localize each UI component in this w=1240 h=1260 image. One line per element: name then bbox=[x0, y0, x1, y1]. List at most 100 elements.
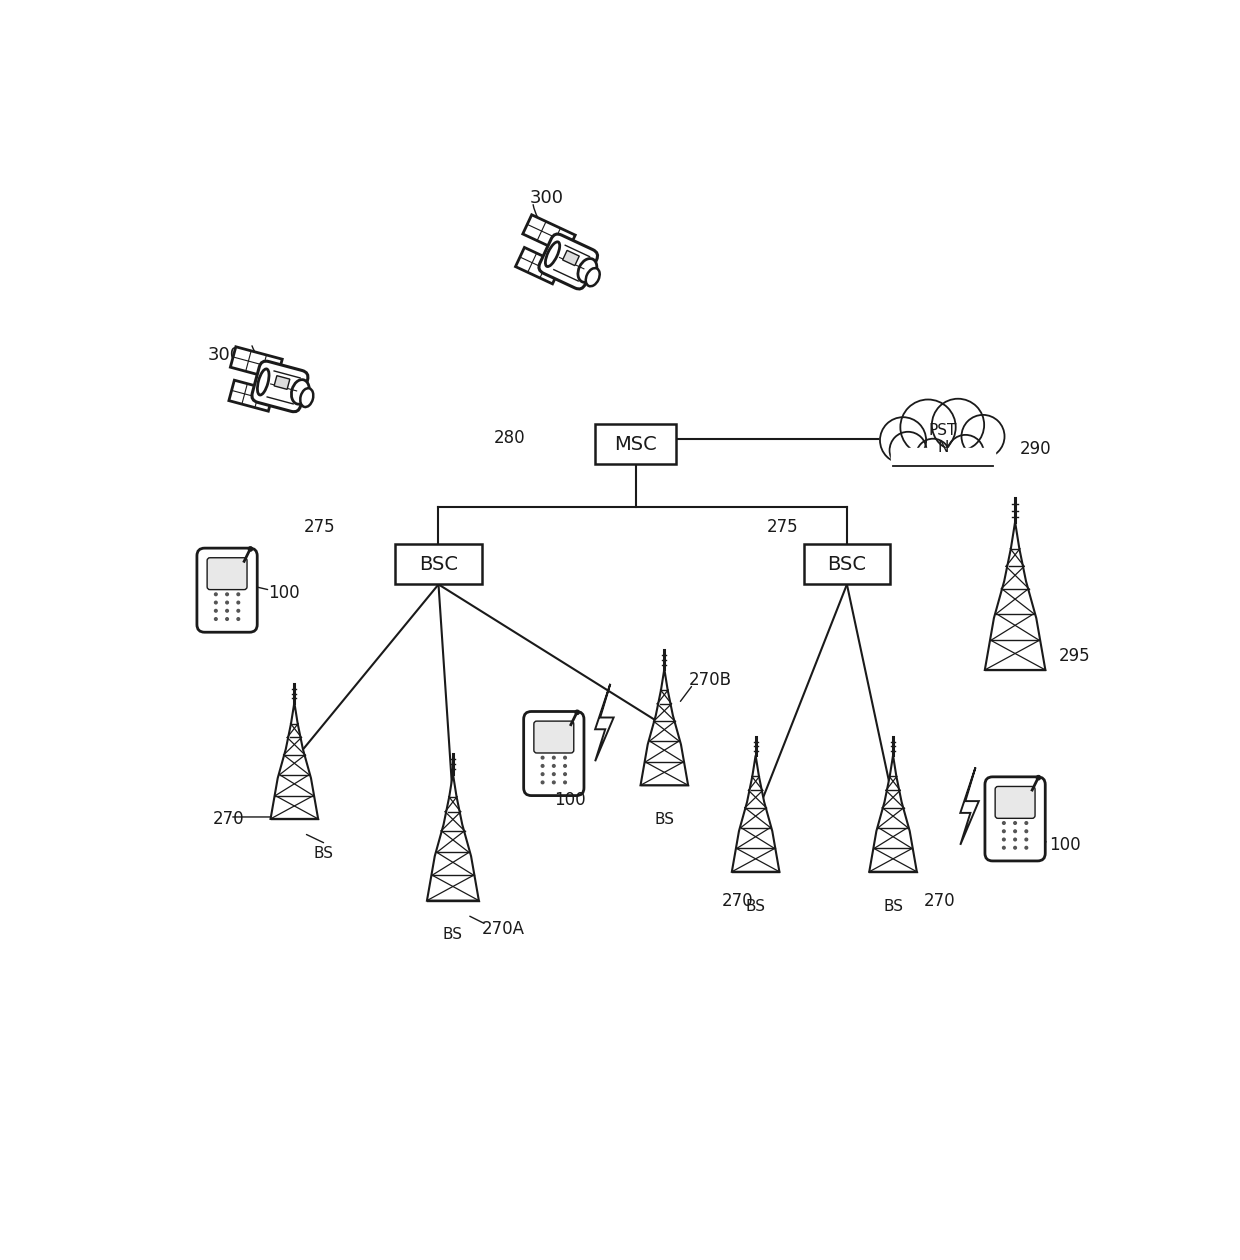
Text: 270: 270 bbox=[722, 892, 754, 910]
Polygon shape bbox=[641, 669, 688, 785]
Text: PST
N: PST N bbox=[929, 423, 957, 456]
FancyBboxPatch shape bbox=[534, 721, 574, 753]
Text: 300: 300 bbox=[529, 189, 564, 207]
Circle shape bbox=[542, 781, 544, 784]
Circle shape bbox=[542, 772, 544, 775]
Polygon shape bbox=[869, 756, 916, 872]
FancyBboxPatch shape bbox=[252, 362, 308, 412]
FancyBboxPatch shape bbox=[595, 423, 676, 464]
Circle shape bbox=[553, 756, 556, 759]
FancyBboxPatch shape bbox=[563, 251, 579, 266]
Circle shape bbox=[248, 547, 253, 551]
Polygon shape bbox=[890, 449, 996, 479]
Circle shape bbox=[564, 756, 567, 759]
Polygon shape bbox=[270, 703, 319, 819]
Ellipse shape bbox=[291, 379, 309, 404]
Text: 270A: 270A bbox=[481, 920, 525, 939]
Circle shape bbox=[575, 711, 579, 714]
Circle shape bbox=[553, 765, 556, 767]
Circle shape bbox=[215, 610, 217, 612]
Circle shape bbox=[237, 593, 239, 596]
Circle shape bbox=[237, 617, 239, 620]
FancyBboxPatch shape bbox=[539, 234, 598, 289]
Circle shape bbox=[553, 781, 556, 784]
Text: BS: BS bbox=[314, 845, 334, 861]
Circle shape bbox=[1014, 838, 1017, 840]
Circle shape bbox=[215, 601, 217, 604]
Circle shape bbox=[932, 398, 985, 451]
Text: BS: BS bbox=[655, 813, 675, 827]
FancyBboxPatch shape bbox=[274, 375, 290, 389]
Circle shape bbox=[226, 617, 228, 620]
Ellipse shape bbox=[546, 242, 559, 267]
Text: 100: 100 bbox=[554, 791, 585, 809]
Circle shape bbox=[889, 432, 926, 469]
Circle shape bbox=[564, 765, 567, 767]
FancyBboxPatch shape bbox=[985, 777, 1045, 861]
FancyBboxPatch shape bbox=[396, 544, 481, 585]
Text: 270: 270 bbox=[213, 810, 244, 828]
Circle shape bbox=[237, 610, 239, 612]
Circle shape bbox=[1003, 822, 1006, 824]
Circle shape bbox=[1025, 822, 1028, 824]
Text: MSC: MSC bbox=[614, 435, 657, 454]
Circle shape bbox=[880, 417, 926, 464]
Circle shape bbox=[226, 601, 228, 604]
Text: 270: 270 bbox=[924, 892, 956, 910]
FancyBboxPatch shape bbox=[804, 544, 890, 585]
FancyBboxPatch shape bbox=[231, 346, 283, 379]
Text: 280: 280 bbox=[494, 430, 525, 447]
Text: BS: BS bbox=[745, 898, 765, 914]
Circle shape bbox=[564, 772, 567, 775]
Ellipse shape bbox=[585, 268, 600, 286]
Circle shape bbox=[1014, 847, 1017, 849]
Circle shape bbox=[564, 781, 567, 784]
Polygon shape bbox=[595, 684, 614, 761]
Circle shape bbox=[215, 593, 217, 596]
Circle shape bbox=[226, 610, 228, 612]
Text: 295: 295 bbox=[1058, 646, 1090, 664]
Circle shape bbox=[1003, 838, 1006, 840]
FancyBboxPatch shape bbox=[207, 558, 247, 590]
Circle shape bbox=[916, 438, 950, 472]
Circle shape bbox=[1014, 830, 1017, 833]
Text: 275: 275 bbox=[768, 518, 799, 536]
Ellipse shape bbox=[258, 369, 269, 396]
Circle shape bbox=[1037, 776, 1040, 780]
Polygon shape bbox=[427, 774, 479, 901]
Ellipse shape bbox=[300, 388, 314, 407]
Text: BS: BS bbox=[883, 898, 903, 914]
Circle shape bbox=[1025, 838, 1028, 840]
Circle shape bbox=[1025, 847, 1028, 849]
Circle shape bbox=[1025, 830, 1028, 833]
Circle shape bbox=[542, 765, 544, 767]
Circle shape bbox=[900, 399, 956, 455]
Circle shape bbox=[542, 756, 544, 759]
Circle shape bbox=[215, 617, 217, 620]
Circle shape bbox=[226, 593, 228, 596]
Polygon shape bbox=[732, 756, 780, 872]
Text: 100: 100 bbox=[1049, 835, 1080, 854]
FancyBboxPatch shape bbox=[516, 247, 562, 284]
FancyBboxPatch shape bbox=[229, 381, 274, 411]
Text: 300: 300 bbox=[208, 345, 242, 364]
FancyBboxPatch shape bbox=[996, 786, 1035, 818]
Text: BSC: BSC bbox=[827, 554, 867, 573]
Circle shape bbox=[237, 601, 239, 604]
Circle shape bbox=[947, 435, 985, 471]
Text: 270B: 270B bbox=[688, 670, 732, 688]
Polygon shape bbox=[985, 522, 1045, 670]
Circle shape bbox=[553, 772, 556, 775]
FancyBboxPatch shape bbox=[197, 548, 257, 633]
Circle shape bbox=[1003, 847, 1006, 849]
FancyBboxPatch shape bbox=[523, 712, 584, 795]
Polygon shape bbox=[960, 767, 978, 845]
Text: BSC: BSC bbox=[419, 554, 458, 573]
Ellipse shape bbox=[578, 258, 596, 282]
FancyBboxPatch shape bbox=[523, 214, 575, 255]
Text: BS: BS bbox=[443, 927, 463, 942]
Circle shape bbox=[961, 415, 1004, 457]
Text: 100: 100 bbox=[268, 585, 300, 602]
Text: 290: 290 bbox=[1019, 440, 1052, 457]
Circle shape bbox=[1003, 830, 1006, 833]
